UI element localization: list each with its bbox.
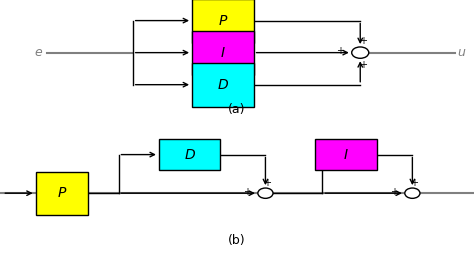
Bar — [159, 139, 220, 171]
Text: D: D — [184, 148, 195, 162]
Bar — [192, 0, 254, 43]
Bar — [36, 172, 88, 215]
Text: +: + — [244, 187, 251, 197]
Bar — [315, 139, 377, 171]
Text: +: + — [410, 178, 418, 188]
Text: I: I — [344, 148, 348, 162]
Ellipse shape — [352, 47, 369, 58]
Text: I: I — [221, 46, 225, 60]
Text: (a): (a) — [228, 103, 246, 116]
Text: $e$: $e$ — [34, 46, 43, 59]
Text: D: D — [218, 78, 228, 92]
Text: +: + — [391, 187, 398, 197]
Bar — [192, 31, 254, 75]
Text: P: P — [57, 186, 66, 200]
Ellipse shape — [258, 188, 273, 198]
Text: P: P — [219, 14, 227, 28]
Text: +: + — [263, 178, 271, 188]
Text: +: + — [359, 60, 367, 70]
Text: +: + — [359, 36, 367, 45]
Text: (b): (b) — [228, 234, 246, 247]
Bar — [192, 63, 254, 107]
Ellipse shape — [405, 188, 420, 198]
Text: +: + — [336, 46, 344, 56]
Text: $u$: $u$ — [457, 46, 467, 59]
